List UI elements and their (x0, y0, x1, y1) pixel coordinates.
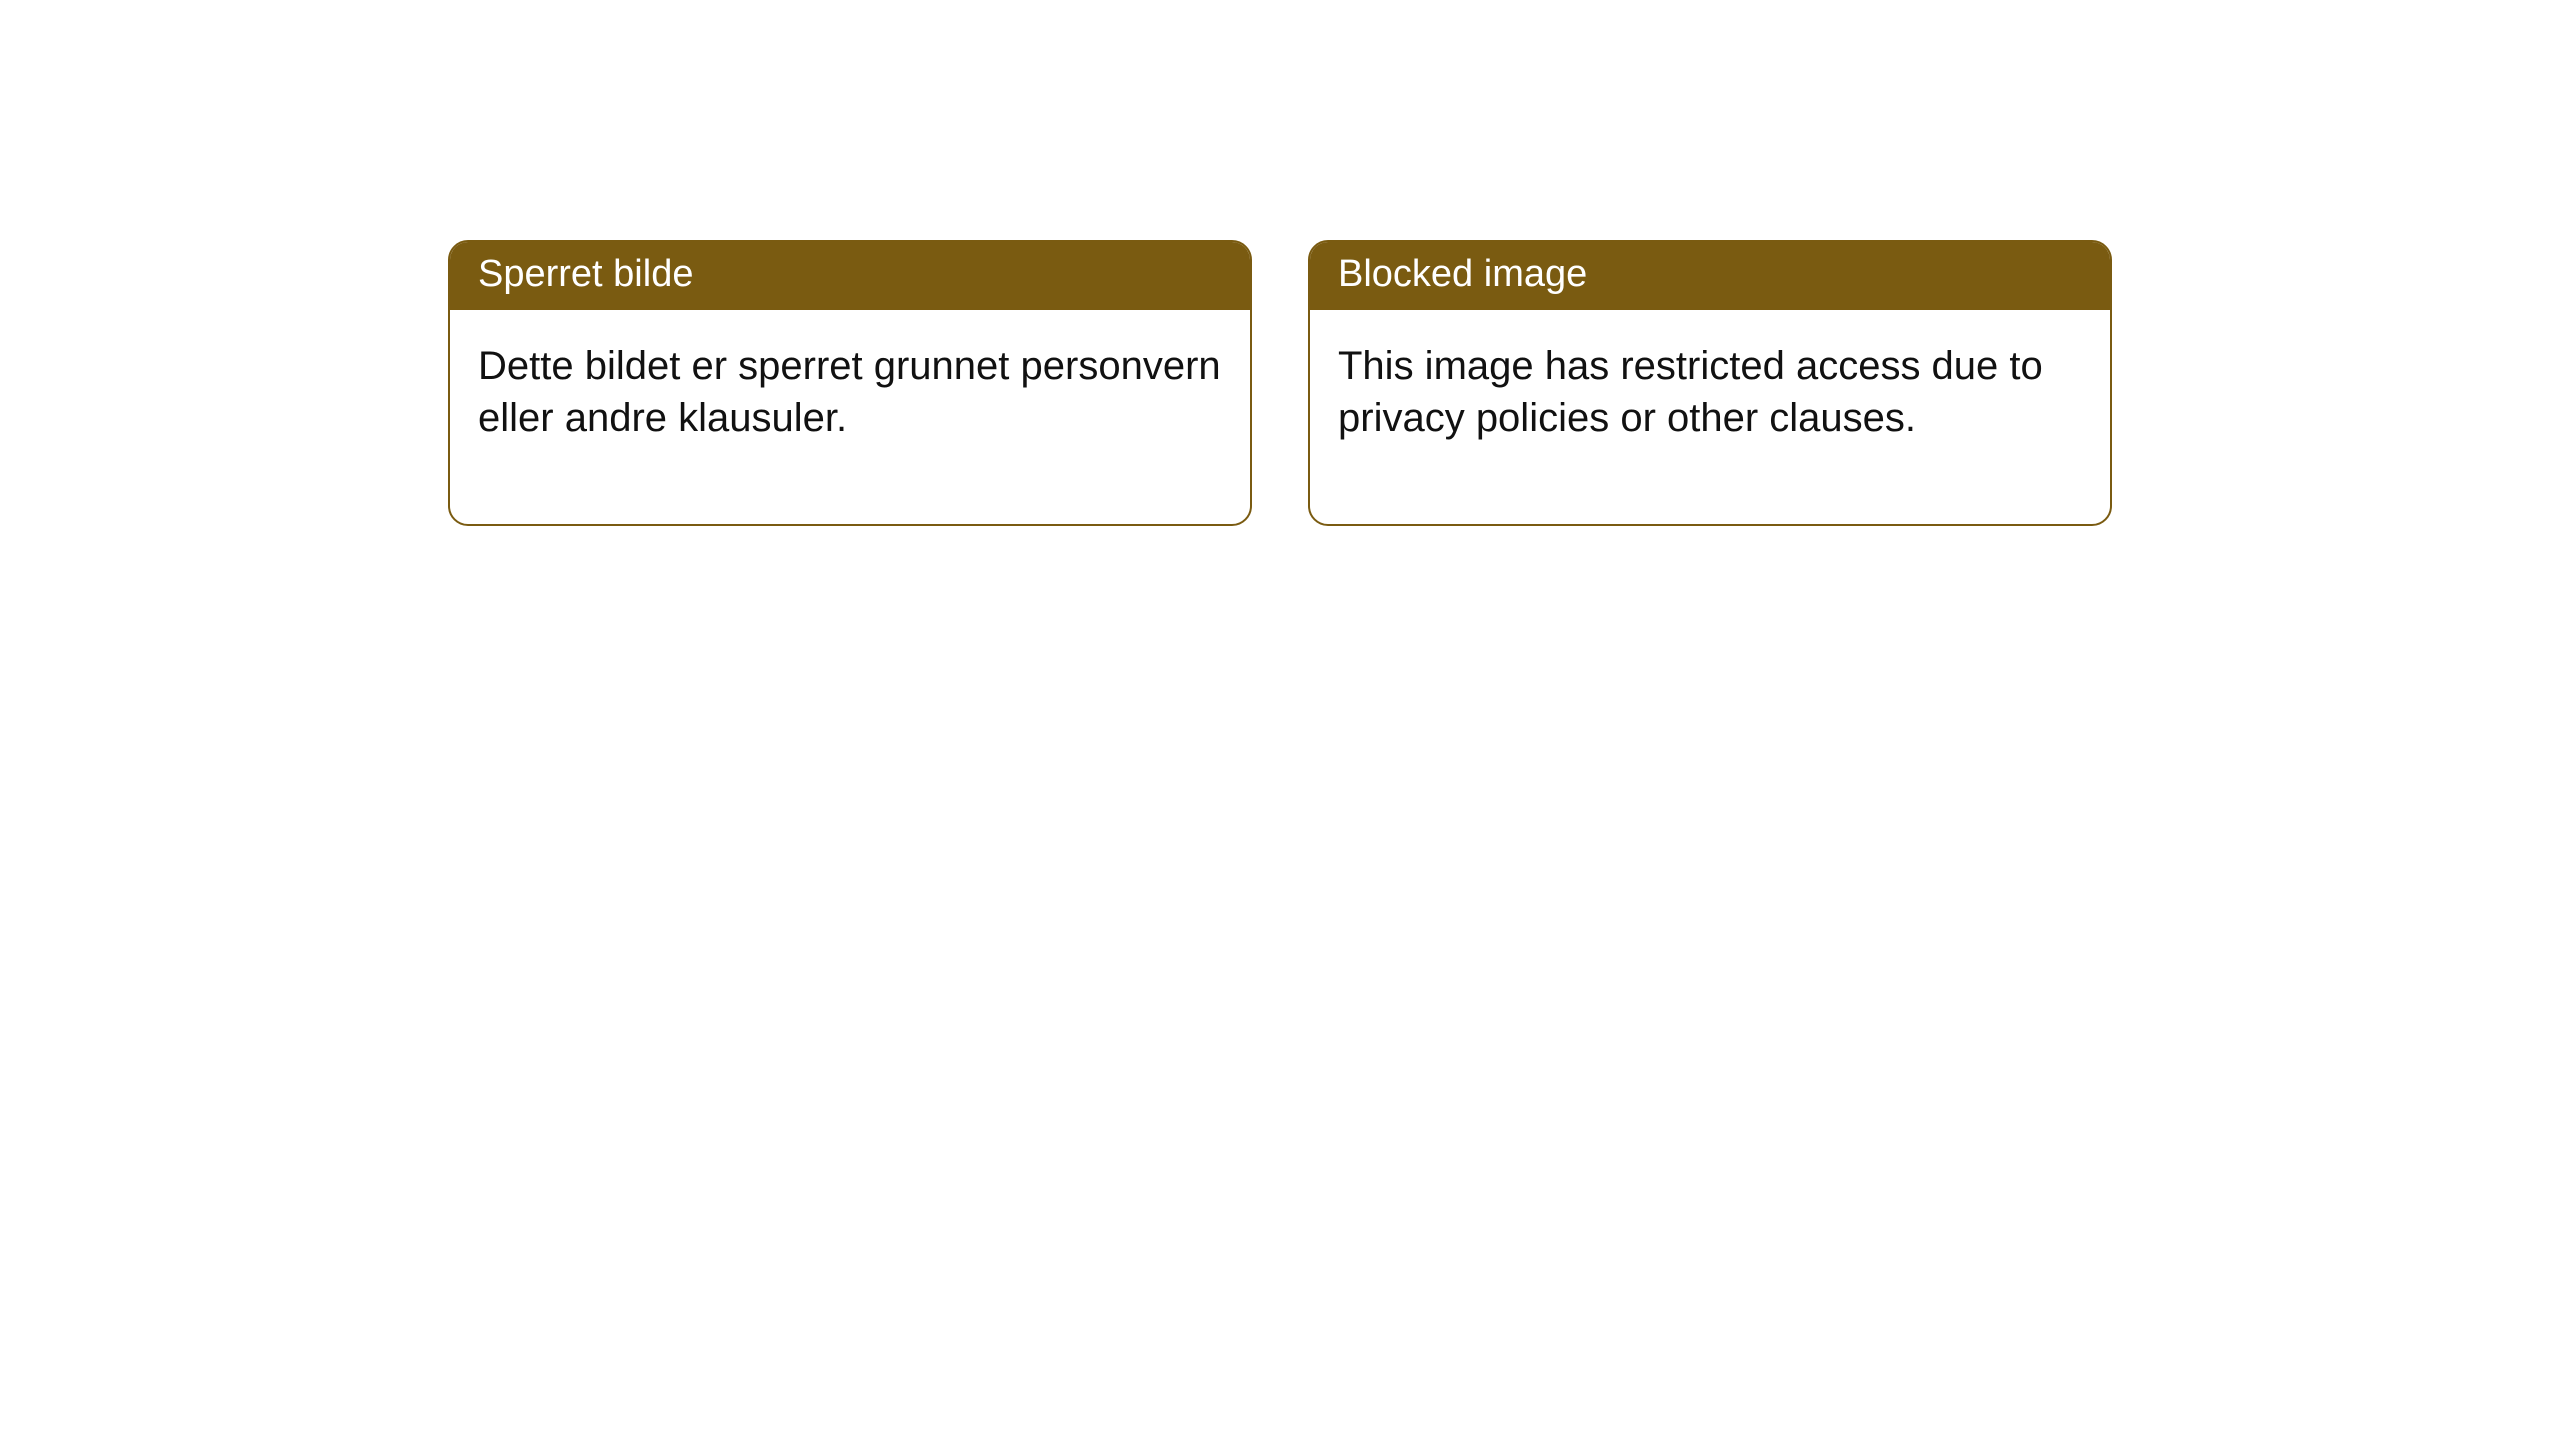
notice-card-norwegian: Sperret bilde Dette bildet er sperret gr… (448, 240, 1252, 526)
notice-body-english: This image has restricted access due to … (1310, 310, 2110, 524)
notice-container: Sperret bilde Dette bildet er sperret gr… (448, 240, 2112, 526)
notice-body-norwegian: Dette bildet er sperret grunnet personve… (450, 310, 1250, 524)
notice-title-english: Blocked image (1310, 242, 2110, 310)
notice-card-english: Blocked image This image has restricted … (1308, 240, 2112, 526)
notice-title-norwegian: Sperret bilde (450, 242, 1250, 310)
